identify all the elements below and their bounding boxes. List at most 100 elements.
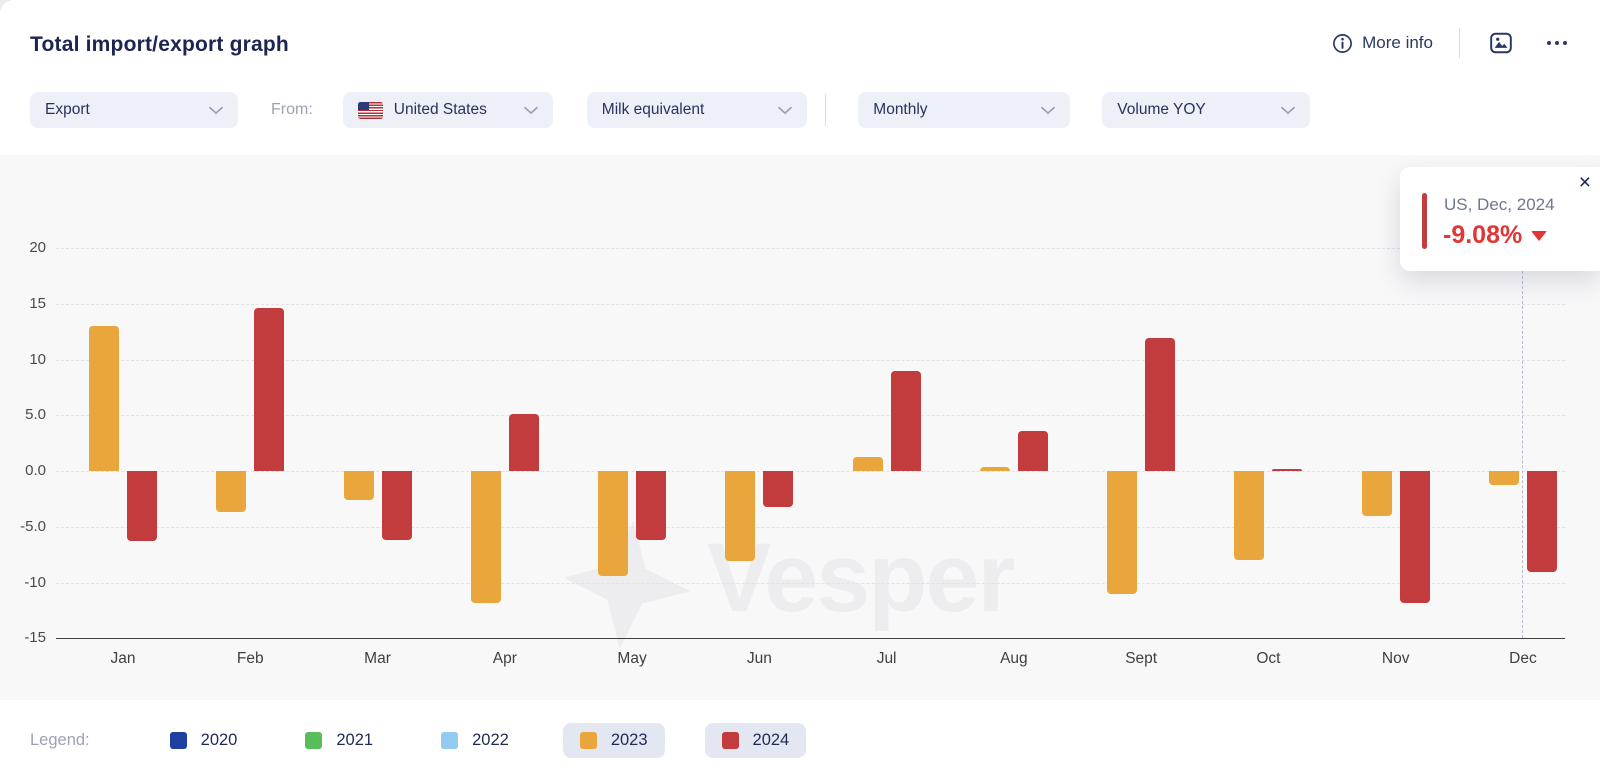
page-title: Total import/export graph <box>30 33 289 56</box>
info-icon <box>1333 33 1353 53</box>
bar-2023-apr[interactable] <box>470 471 501 603</box>
trade-flow-select[interactable]: Export <box>30 92 238 128</box>
month-label: Aug <box>1000 650 1028 668</box>
vesper-watermark: Vesper <box>563 521 1015 649</box>
legend-item-2023[interactable]: 2023 <box>562 723 665 758</box>
bar-2023-dec[interactable] <box>1488 471 1519 486</box>
y-tick-label: -10 <box>24 573 46 591</box>
frequency-select[interactable]: Monthly <box>858 92 1071 128</box>
month-label: Feb <box>236 650 264 668</box>
download-image-button[interactable] <box>1486 28 1516 58</box>
legend: Legend: 2020 2021 2022 2023 2024 <box>0 700 1600 781</box>
bar-2023-oct[interactable] <box>1234 471 1265 561</box>
gridline <box>56 359 1565 361</box>
chevron-down-icon <box>777 106 792 114</box>
legend-swatch-2020 <box>169 732 187 749</box>
chevron-down-icon <box>209 106 223 114</box>
legend-swatch-2022 <box>441 732 459 749</box>
y-tick-label: 15 <box>29 294 46 312</box>
legend-item-label: 2021 <box>336 731 374 749</box>
bar-2024-mar[interactable] <box>381 471 412 541</box>
bar-2023-may[interactable] <box>598 471 629 576</box>
bar-2024-feb[interactable] <box>254 308 285 471</box>
legend-swatch-2024 <box>721 732 739 749</box>
from-label: From: <box>271 101 313 118</box>
y-tick-label: -15 <box>24 629 46 647</box>
month-label: Mar <box>364 650 391 668</box>
month-label: Jun <box>746 650 772 668</box>
month-label: Oct <box>1256 650 1281 668</box>
y-tick-label: 0.0 <box>25 462 46 479</box>
bar-2024-oct[interactable] <box>1272 468 1303 471</box>
product-value: Milk equivalent <box>601 101 705 118</box>
month-label: Apr <box>492 650 517 668</box>
tooltip-accent-bar <box>1422 193 1427 249</box>
legend-item-label: 2023 <box>610 731 648 749</box>
more-info-button[interactable]: More info <box>1332 33 1433 54</box>
chart-area: Vesper 20 15 10 5.0 0.0 -5.0 -10 -15 Jan Feb Mar Ap… <box>0 155 1600 700</box>
bar-2024-aug[interactable] <box>1017 430 1048 471</box>
legend-swatch-2021 <box>305 732 323 749</box>
bar-2023-nov[interactable] <box>1361 471 1392 516</box>
bar-2023-jun[interactable] <box>725 471 756 562</box>
bar-2023-jul[interactable] <box>852 456 883 471</box>
down-triangle-icon <box>1531 230 1548 241</box>
legend-item-2021[interactable]: 2021 <box>291 723 387 758</box>
image-icon <box>1490 32 1512 54</box>
product-select[interactable]: Milk equivalent <box>586 92 807 128</box>
y-tick-label: 20 <box>29 239 46 256</box>
bar-2023-mar[interactable] <box>343 471 374 500</box>
month-label: Jan <box>110 650 136 668</box>
tooltip-date: US, Dec, 2024 <box>1444 195 1555 214</box>
bar-2023-jan[interactable] <box>89 326 119 471</box>
bar-2024-jun[interactable] <box>763 471 794 507</box>
legend-item-label: 2024 <box>752 731 790 749</box>
tooltip: × US, Dec, 2024 -9.08% <box>1400 167 1600 271</box>
y-tick-label: -5.0 <box>20 517 46 535</box>
filter-divider <box>824 94 827 126</box>
gridline <box>56 415 1565 417</box>
trade-flow-value: Export <box>45 101 90 118</box>
legend-item-2024[interactable]: 2024 <box>704 723 807 758</box>
chevron-down-icon <box>1281 106 1296 114</box>
filter-bar: Export From: United States Milk equivale… <box>0 92 1600 128</box>
metric-select[interactable]: Volume YOY <box>1102 92 1311 128</box>
month-label: Nov <box>1381 650 1410 668</box>
bar-2024-nov[interactable] <box>1399 471 1430 603</box>
x-axis <box>56 638 1565 640</box>
month-label: May <box>617 650 647 668</box>
chevron-down-icon <box>1041 106 1056 114</box>
bar-2023-aug[interactable] <box>979 466 1010 471</box>
month-label: Sept <box>1125 650 1158 668</box>
country-value: United States <box>393 101 487 118</box>
metric-value: Volume YOY <box>1117 101 1206 118</box>
frequency-value: Monthly <box>873 101 928 118</box>
legend-item-label: 2020 <box>200 731 238 749</box>
legend-swatch-2023 <box>579 732 597 749</box>
more-menu-button[interactable] <box>1542 28 1572 58</box>
gridline <box>56 471 1565 472</box>
month-label: Jul <box>876 650 897 668</box>
bar-2024-jan[interactable] <box>127 471 157 542</box>
legend-label: Legend: <box>30 731 90 749</box>
gridline <box>56 526 1565 528</box>
bar-2024-may[interactable] <box>636 471 667 541</box>
legend-item-2022[interactable]: 2022 <box>427 723 523 758</box>
bar-2023-feb[interactable] <box>216 471 247 513</box>
bar-2024-sept[interactable] <box>1145 338 1176 471</box>
us-flag-icon <box>357 101 383 119</box>
legend-item-2020[interactable]: 2020 <box>156 723 252 758</box>
country-select[interactable]: United States <box>342 92 553 128</box>
bar-2024-dec[interactable] <box>1526 471 1557 573</box>
gridline <box>56 248 1565 249</box>
bar-2024-apr[interactable] <box>508 414 539 471</box>
more-info-label: More info <box>1362 33 1433 52</box>
bar-2024-jul[interactable] <box>890 370 921 471</box>
hover-guideline <box>1522 271 1523 638</box>
chevron-down-icon <box>523 106 538 114</box>
gridline <box>56 582 1565 584</box>
bar-2023-sept[interactable] <box>1107 471 1138 594</box>
y-tick-label: 10 <box>29 350 46 368</box>
close-icon[interactable]: × <box>1578 171 1591 194</box>
